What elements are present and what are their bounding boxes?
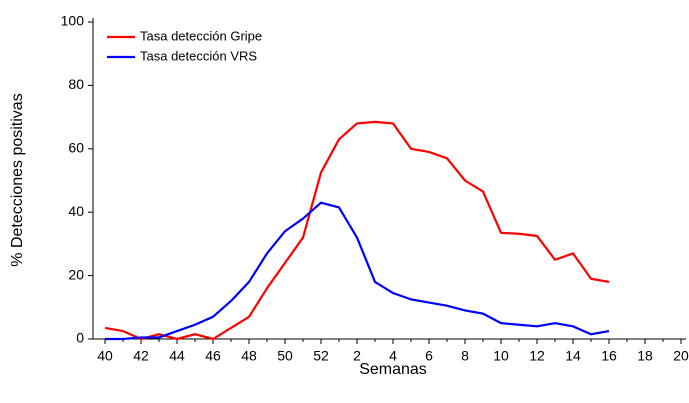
y-tick-label: 80 — [68, 76, 84, 92]
y-tick-label: 40 — [68, 203, 84, 219]
x-tick-label: 42 — [133, 348, 149, 364]
x-tick-label: 50 — [277, 348, 293, 364]
series-line — [104, 120, 610, 341]
x-tick-label: 20 — [673, 348, 689, 364]
x-tick-label: 4 — [389, 348, 397, 364]
x-tick-label: 16 — [601, 348, 617, 364]
x-tick-label: 40 — [97, 348, 113, 364]
x-tick-label: 12 — [529, 348, 545, 364]
legend-label: Tasa detección Gripe — [140, 28, 262, 43]
x-tick-label: 44 — [169, 348, 185, 364]
x-tick-label: 14 — [565, 348, 581, 364]
y-tick-label: 100 — [61, 13, 85, 29]
y-tick-label: 20 — [68, 266, 84, 282]
y-tick-label: 60 — [68, 140, 84, 156]
x-axis-label: Semanas — [359, 361, 427, 378]
legend-label: Tasa detección VRS — [140, 48, 257, 63]
x-tick-label: 18 — [637, 348, 653, 364]
x-tick-label: 6 — [425, 348, 433, 364]
y-tick-label: 0 — [76, 330, 84, 346]
x-tick-label: 10 — [493, 348, 509, 364]
y-axis-label: % Detecciones positivas — [9, 93, 26, 266]
series-line — [105, 201, 610, 341]
x-tick-label: 8 — [461, 348, 469, 364]
x-tick-label: 52 — [313, 348, 329, 364]
x-tick-label: 46 — [205, 348, 221, 364]
x-tick-label: 48 — [241, 348, 257, 364]
x-tick-label: 2 — [353, 348, 361, 364]
